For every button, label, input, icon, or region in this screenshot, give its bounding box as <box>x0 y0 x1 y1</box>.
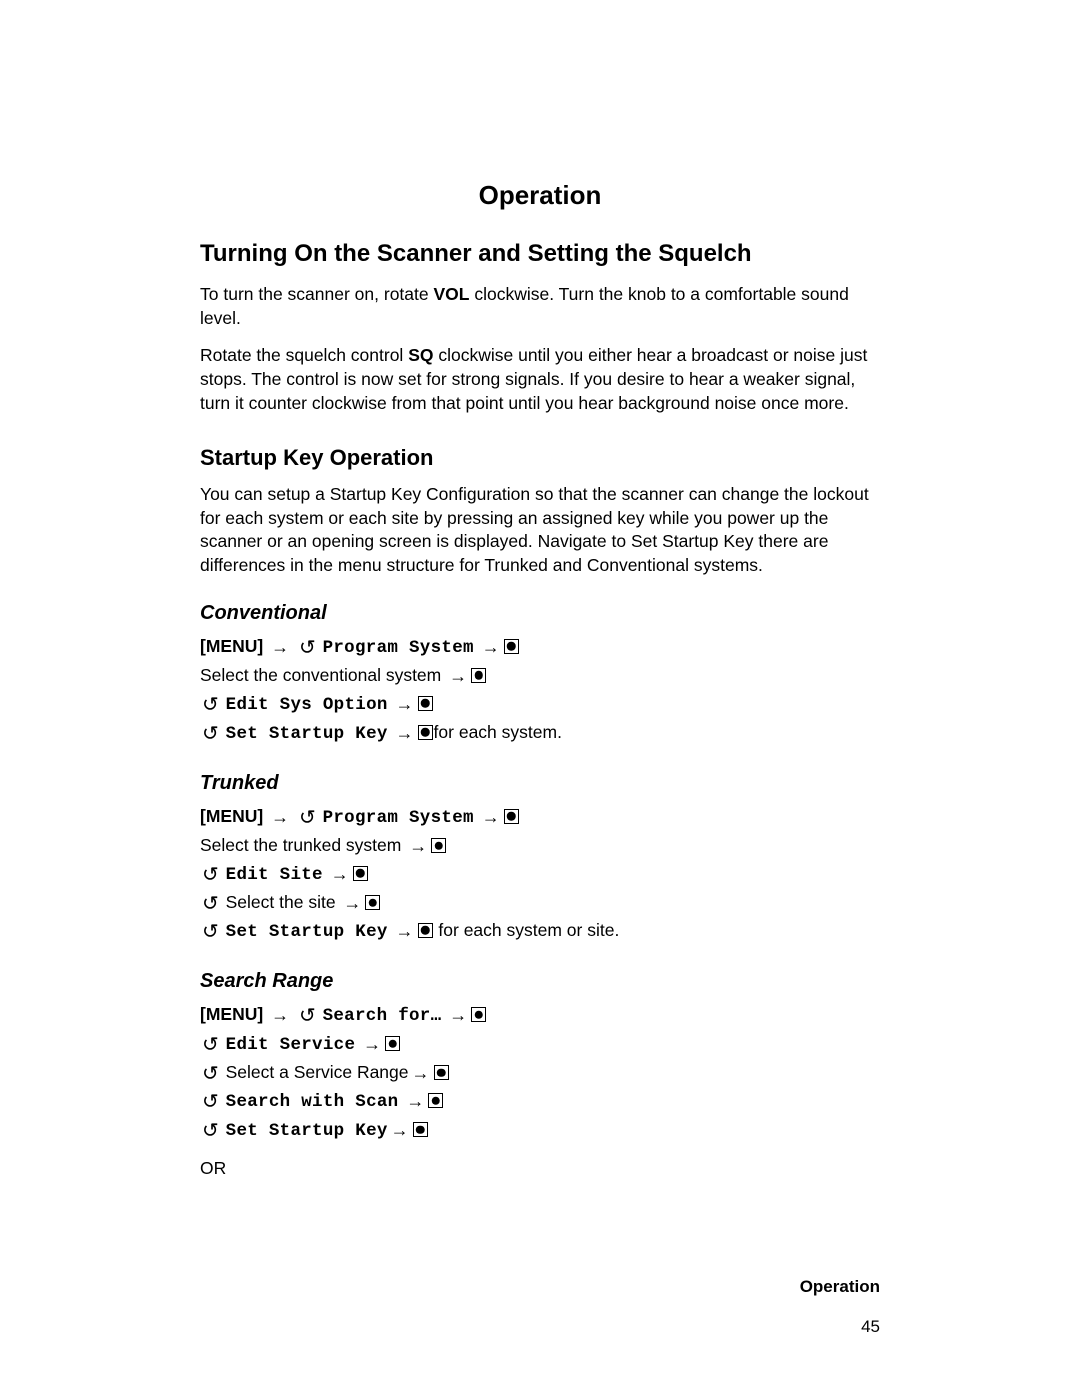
arrow-icon: → <box>393 691 417 719</box>
menu-item: Edit Service <box>226 1035 356 1055</box>
arrow-icon: → <box>328 861 352 889</box>
menu-item: Set Startup Key <box>226 724 388 744</box>
menu-item: Search with Scan <box>226 1092 399 1112</box>
text: Select a Service Range <box>221 1062 409 1082</box>
arrow-icon: → <box>268 634 292 662</box>
press-icon <box>418 923 433 938</box>
text: for each system or site. <box>434 920 620 940</box>
text: for each system. <box>434 722 562 742</box>
press-icon <box>385 1036 400 1051</box>
or-label: OR <box>200 1157 880 1181</box>
arrow-icon: → <box>446 1002 470 1030</box>
subheading-trunked: Trunked <box>200 772 880 795</box>
press-icon <box>471 668 486 683</box>
press-icon <box>471 1007 486 1022</box>
arrow-icon: → <box>403 1088 427 1116</box>
paragraph-sq: Rotate the squelch control SQ clockwise … <box>200 344 880 415</box>
arrow-icon: → <box>268 1002 292 1030</box>
arrow-icon: → <box>446 663 470 691</box>
arrow-icon: → <box>393 918 417 946</box>
footer-section-label: Operation <box>800 1277 880 1297</box>
arrow-icon: → <box>409 1060 433 1088</box>
menu-key: [MENU] <box>200 806 263 826</box>
paragraph-startup: You can setup a Startup Key Configuratio… <box>200 483 880 578</box>
press-icon <box>418 696 433 711</box>
arrow-icon: → <box>393 720 417 748</box>
paragraph-vol: To turn the scanner on, rotate VOL clock… <box>200 283 880 330</box>
sq-label: SQ <box>408 345 433 365</box>
press-icon <box>428 1093 443 1108</box>
arrow-icon: → <box>406 833 430 861</box>
subheading-search-range: Search Range <box>200 970 880 993</box>
text: Rotate the squelch control <box>200 345 408 365</box>
press-icon <box>504 639 519 654</box>
menu-key: [MENU] <box>200 636 263 656</box>
menu-item: Program System <box>323 808 474 828</box>
steps-conventional: [MENU] → ↺ Program System → Select the c… <box>200 633 880 748</box>
press-icon <box>353 866 368 881</box>
arrow-icon: → <box>479 634 503 662</box>
page-number: 45 <box>861 1317 880 1337</box>
text: Select the site <box>221 892 341 912</box>
text: Select the trunked system <box>200 835 406 855</box>
press-icon <box>504 809 519 824</box>
press-icon <box>418 725 433 740</box>
press-icon <box>434 1065 449 1080</box>
subheading-conventional: Conventional <box>200 602 880 625</box>
vol-label: VOL <box>433 284 469 304</box>
arrow-icon: → <box>388 1117 412 1145</box>
arrow-icon: → <box>360 1031 384 1059</box>
menu-item: Search for… <box>323 1006 442 1026</box>
menu-item: Set Startup Key <box>226 1121 388 1141</box>
menu-item: Set Startup Key <box>226 922 388 942</box>
chapter-title: Operation <box>200 180 880 211</box>
arrow-icon: → <box>340 890 364 918</box>
press-icon <box>413 1122 428 1137</box>
menu-key: [MENU] <box>200 1004 263 1024</box>
menu-item: Edit Site <box>226 865 323 885</box>
steps-search-range: [MENU] → ↺ Search for… → ↺ Edit Service … <box>200 1001 880 1145</box>
menu-item: Program System <box>323 638 474 658</box>
heading-startup-key: Startup Key Operation <box>200 445 880 471</box>
arrow-icon: → <box>268 804 292 832</box>
text: To turn the scanner on, rotate <box>200 284 433 304</box>
arrow-icon: → <box>479 804 503 832</box>
press-icon <box>365 895 380 910</box>
heading-turning-on: Turning On the Scanner and Setting the S… <box>200 239 880 269</box>
press-icon <box>431 838 446 853</box>
text: Select the conventional system <box>200 665 446 685</box>
steps-trunked: [MENU] → ↺ Program System → Select the t… <box>200 803 880 946</box>
page-root: Operation Turning On the Scanner and Set… <box>0 0 1080 1397</box>
menu-item: Edit Sys Option <box>226 695 388 715</box>
